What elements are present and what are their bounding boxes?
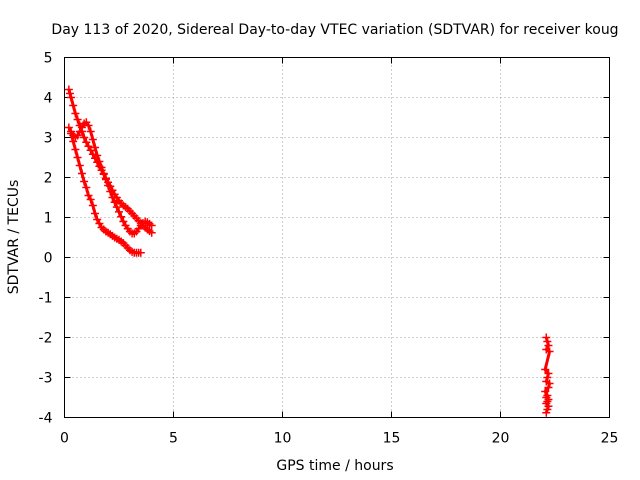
y-axis-label: SDTVAR / TECUs [6,180,22,295]
x-tick-labels: 0 5 10 15 20 25 [60,431,618,447]
chart-title: Day 113 of 2020, Sidereal Day-to-day VTE… [51,22,618,38]
grid-lines [64,57,610,418]
series-trace [543,337,552,414]
y-tick-label: 0 [44,251,53,267]
x-tick-label: 15 [383,431,401,447]
y-tick-label: -2 [39,331,53,347]
y-tick-label: -3 [39,371,53,387]
y-tick-label: 4 [44,91,53,107]
series-trace [67,89,153,234]
y-tick-labels: -4 -3 -2 -1 0 1 2 3 4 5 [39,51,53,427]
data-points [64,85,554,417]
series-trace [69,133,141,255]
axis-ticks [64,57,610,418]
y-tick-label: -1 [39,291,53,307]
x-tick-label: 10 [274,431,292,447]
y-tick-label: 3 [44,131,53,147]
y-tick-label: 1 [44,211,53,227]
y-tick-label: 2 [44,171,53,187]
y-tick-label: -4 [39,411,53,427]
x-tick-label: 25 [601,431,619,447]
plot-frame [64,57,610,418]
y-tick-label: 5 [44,51,53,67]
x-tick-label: 20 [492,431,510,447]
x-axis-label: GPS time / hours [276,458,393,474]
series-trace [67,120,153,235]
x-tick-label: 0 [60,431,69,447]
x-tick-label: 5 [169,431,178,447]
